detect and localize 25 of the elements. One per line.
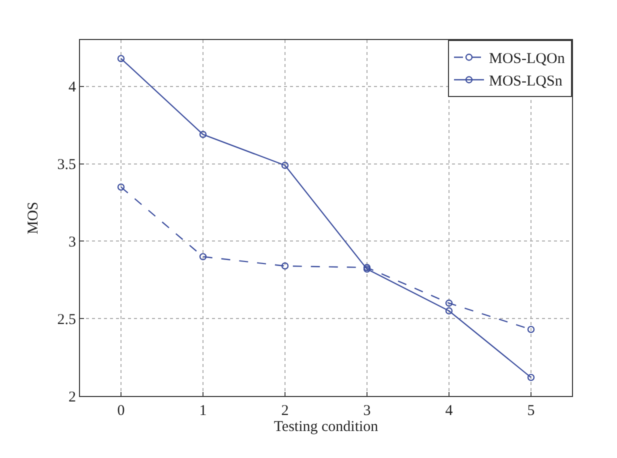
y-tick-label: 2 bbox=[68, 389, 76, 406]
point bbox=[199, 130, 207, 138]
x-tick-label: 4 bbox=[445, 403, 454, 419]
y-tick-label: 4 bbox=[68, 80, 76, 96]
point bbox=[117, 183, 125, 191]
point bbox=[281, 262, 289, 270]
point bbox=[445, 307, 453, 314]
y-tick-label: 2.5 bbox=[57, 312, 76, 328]
point bbox=[281, 162, 289, 169]
x-tick-label: 0 bbox=[117, 403, 125, 419]
legend-label: MOS-LQOn bbox=[489, 51, 566, 68]
y-tick-label: 3 bbox=[68, 234, 76, 250]
legend-label: MOS-LQSn bbox=[489, 74, 563, 90]
point bbox=[199, 253, 207, 260]
point bbox=[527, 374, 535, 382]
x-tick-label: 5 bbox=[527, 403, 535, 419]
y-tick-label: 3.5 bbox=[57, 157, 76, 174]
x-tick-label: 2 bbox=[281, 403, 289, 419]
point bbox=[117, 54, 125, 62]
x-tick-label: 1 bbox=[199, 403, 207, 419]
y-axis-title: MOS bbox=[26, 202, 42, 234]
point bbox=[445, 300, 453, 307]
point bbox=[527, 326, 535, 334]
x-tick-label: 3 bbox=[363, 403, 371, 419]
x-axis-title: Testing condition bbox=[274, 419, 379, 435]
